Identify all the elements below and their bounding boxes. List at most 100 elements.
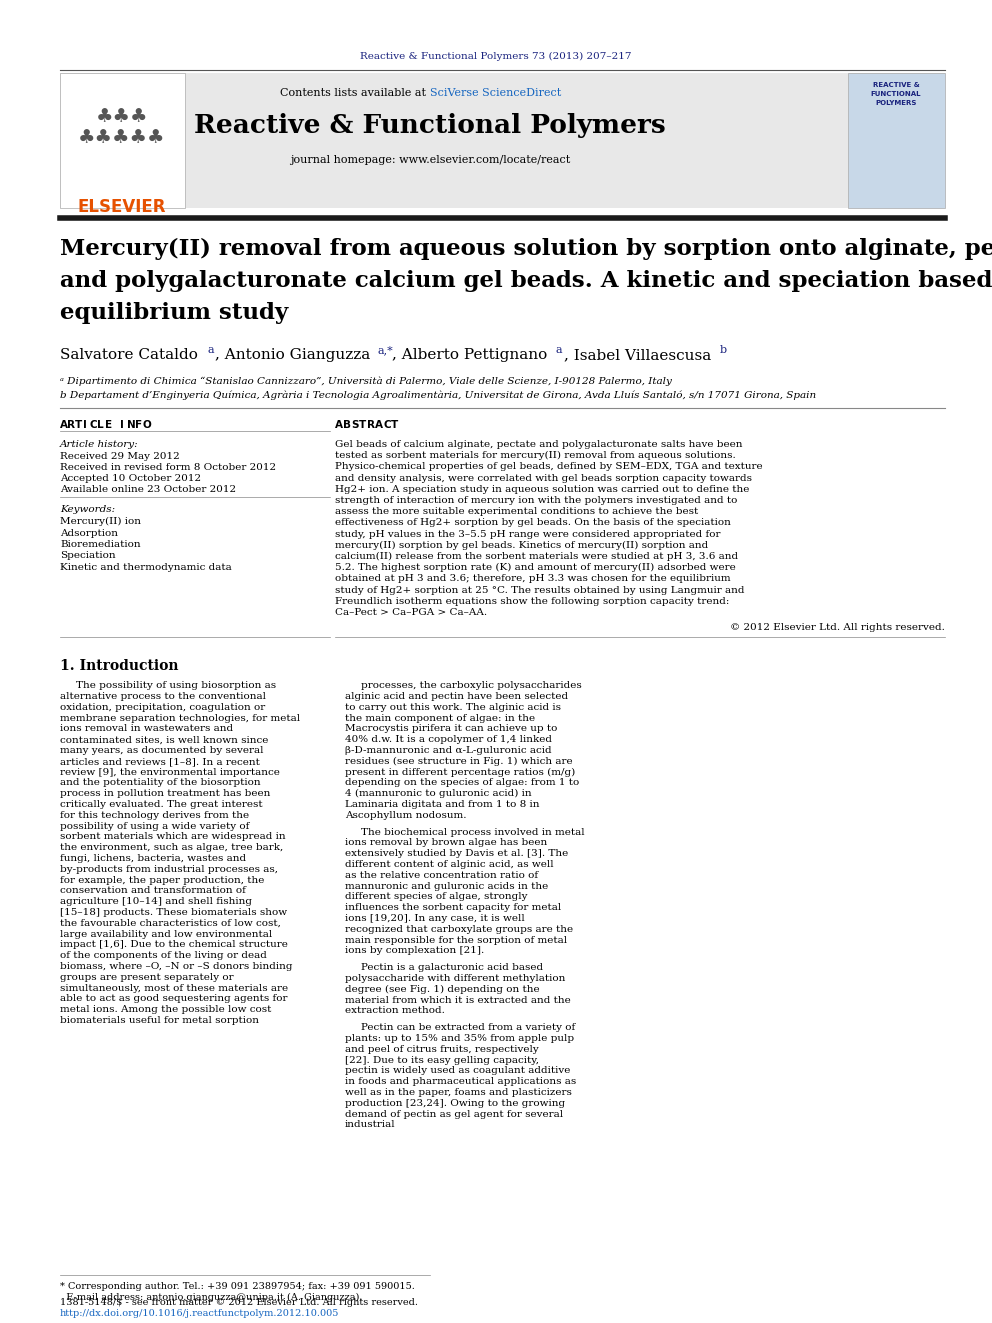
Text: as the relative concentration ratio of: as the relative concentration ratio of	[345, 871, 538, 880]
Text: different species of algae, strongly: different species of algae, strongly	[345, 893, 528, 901]
Text: able to act as good sequestering agents for: able to act as good sequestering agents …	[60, 995, 288, 1003]
Text: and the potentiality of the biosorption: and the potentiality of the biosorption	[60, 778, 261, 787]
Text: FUNCTIONAL: FUNCTIONAL	[871, 91, 922, 97]
Text: sorbent materials which are widespread in: sorbent materials which are widespread i…	[60, 832, 286, 841]
Text: β-D-mannuronic and α-L-guluronic acid: β-D-mannuronic and α-L-guluronic acid	[345, 746, 552, 755]
Text: calcium(II) release from the sorbent materials were studied at pH 3, 3.6 and: calcium(II) release from the sorbent mat…	[335, 552, 738, 561]
Text: Kinetic and thermodynamic data: Kinetic and thermodynamic data	[60, 564, 232, 572]
Text: demand of pectin as gel agent for several: demand of pectin as gel agent for severa…	[345, 1110, 563, 1119]
Text: 4 (mannuronic to guluronic acid) in: 4 (mannuronic to guluronic acid) in	[345, 790, 532, 798]
Text: articles and reviews [1–8]. In a recent: articles and reviews [1–8]. In a recent	[60, 757, 260, 766]
Text: different content of alginic acid, as well: different content of alginic acid, as we…	[345, 860, 554, 869]
Text: tested as sorbent materials for mercury(II) removal from aqueous solutions.: tested as sorbent materials for mercury(…	[335, 451, 736, 460]
Text: A: A	[335, 419, 343, 430]
Text: pectin is widely used as coagulant additive: pectin is widely used as coagulant addit…	[345, 1066, 570, 1076]
Text: * Corresponding author. Tel.: +39 091 23897954; fax: +39 091 590015.: * Corresponding author. Tel.: +39 091 23…	[60, 1282, 415, 1291]
Text: Gel beads of calcium alginate, pectate and polygalacturonate salts have been: Gel beads of calcium alginate, pectate a…	[335, 441, 742, 448]
Text: Reactive & Functional Polymers: Reactive & Functional Polymers	[194, 112, 666, 138]
Text: Pectin can be extracted from a variety of: Pectin can be extracted from a variety o…	[361, 1023, 575, 1032]
Text: The possibility of using biosorption as: The possibility of using biosorption as	[76, 681, 276, 691]
Text: the environment, such as algae, tree bark,: the environment, such as algae, tree bar…	[60, 843, 284, 852]
Text: process in pollution treatment has been: process in pollution treatment has been	[60, 790, 271, 798]
Text: effectiveness of Hg2+ sorption by gel beads. On the basis of the speciation: effectiveness of Hg2+ sorption by gel be…	[335, 519, 731, 528]
Text: assess the more suitable experimental conditions to achieve the best: assess the more suitable experimental co…	[335, 507, 698, 516]
Text: the main component of algae: in the: the main component of algae: in the	[345, 713, 535, 722]
Text: ♣♣♣
♣♣♣♣♣: ♣♣♣ ♣♣♣♣♣	[78, 108, 166, 147]
Text: Mercury(II) ion: Mercury(II) ion	[60, 517, 141, 527]
Text: E-mail address: antonio.gianguzza@unipa.it (A. Gianguzza).: E-mail address: antonio.gianguzza@unipa.…	[60, 1293, 362, 1302]
Text: I: I	[82, 419, 86, 430]
Text: obtained at pH 3 and 3.6; therefore, pH 3.3 was chosen for the equilibrium: obtained at pH 3 and 3.6; therefore, pH …	[335, 574, 731, 583]
Text: Available online 23 October 2012: Available online 23 October 2012	[60, 486, 236, 493]
Text: a,*: a,*	[377, 345, 393, 355]
Text: in foods and pharmaceutical applications as: in foods and pharmaceutical applications…	[345, 1077, 576, 1086]
Text: Laminaria digitata and from 1 to 8 in: Laminaria digitata and from 1 to 8 in	[345, 800, 540, 808]
Text: Article history:: Article history:	[60, 441, 139, 448]
Text: of the components of the living or dead: of the components of the living or dead	[60, 951, 267, 960]
Text: agriculture [10–14] and shell fishing: agriculture [10–14] and shell fishing	[60, 897, 252, 906]
Text: well as in the paper, foams and plasticizers: well as in the paper, foams and plastici…	[345, 1088, 571, 1097]
Text: Received in revised form 8 October 2012: Received in revised form 8 October 2012	[60, 463, 276, 472]
Text: production [23,24]. Owing to the growing: production [23,24]. Owing to the growing	[345, 1099, 565, 1107]
Text: by-products from industrial processes as,: by-products from industrial processes as…	[60, 865, 278, 873]
Text: Freundlich isotherm equations show the following sorption capacity trend:: Freundlich isotherm equations show the f…	[335, 597, 729, 606]
Text: Physico-chemical properties of gel beads, defined by SEM–EDX, TGA and texture: Physico-chemical properties of gel beads…	[335, 463, 763, 471]
Text: ions removal in wastewaters and: ions removal in wastewaters and	[60, 725, 233, 733]
Bar	[60, 73, 185, 208]
Text: processes, the carboxylic polysaccharides: processes, the carboxylic polysaccharide…	[361, 681, 581, 691]
Text: critically evaluated. The great interest: critically evaluated. The great interest	[60, 800, 263, 808]
Text: influences the sorbent capacity for metal: influences the sorbent capacity for meta…	[345, 904, 561, 912]
Text: Pectin is a galacturonic acid based: Pectin is a galacturonic acid based	[361, 963, 544, 972]
Text: equilibrium study: equilibrium study	[60, 302, 289, 324]
Text: b: b	[720, 345, 727, 355]
Text: Adsorption: Adsorption	[60, 528, 118, 537]
Text: C: C	[383, 419, 391, 430]
Text: degree (see Fig. 1) depending on the: degree (see Fig. 1) depending on the	[345, 984, 540, 994]
Text: to carry out this work. The alginic acid is: to carry out this work. The alginic acid…	[345, 703, 561, 712]
Text: F: F	[135, 419, 142, 430]
Text: residues (see structure in Fig. 1) which are: residues (see structure in Fig. 1) which…	[345, 757, 572, 766]
Text: E: E	[105, 419, 112, 430]
Text: study of Hg2+ sorption at 25 °C. The results obtained by using Langmuir and: study of Hg2+ sorption at 25 °C. The res…	[335, 586, 745, 594]
Text: study, pH values in the 3–5.5 pH range were considered appropriated for: study, pH values in the 3–5.5 pH range w…	[335, 529, 720, 538]
Text: B: B	[343, 419, 351, 430]
Text: O: O	[143, 419, 151, 430]
Text: fungi, lichens, bacteria, wastes and: fungi, lichens, bacteria, wastes and	[60, 855, 246, 863]
Text: http://dx.doi.org/10.1016/j.reactfunctpolym.2012.10.005: http://dx.doi.org/10.1016/j.reactfunctpo…	[60, 1308, 339, 1318]
Text: a: a	[556, 345, 562, 355]
Text: , Isabel Villaescusa: , Isabel Villaescusa	[564, 348, 711, 363]
Text: possibility of using a wide variety of: possibility of using a wide variety of	[60, 822, 249, 831]
Text: [15–18] products. These biomaterials show: [15–18] products. These biomaterials sho…	[60, 908, 287, 917]
Text: biomaterials useful for metal sorption: biomaterials useful for metal sorption	[60, 1016, 259, 1025]
Text: extensively studied by Davis et al. [3]. The: extensively studied by Davis et al. [3].…	[345, 849, 568, 859]
Text: Bioremediation: Bioremediation	[60, 540, 141, 549]
Text: the favourable characteristics of low cost,: the favourable characteristics of low co…	[60, 918, 281, 927]
Text: Keywords:: Keywords:	[60, 505, 115, 515]
Text: review [9], the environmental importance: review [9], the environmental importance	[60, 767, 280, 777]
Text: , Alberto Pettignano: , Alberto Pettignano	[392, 348, 548, 363]
Text: Hg2+ ion. A speciation study in aqueous solution was carried out to define the: Hg2+ ion. A speciation study in aqueous …	[335, 484, 749, 493]
Bar	[60, 73, 945, 208]
Text: impact [1,6]. Due to the chemical structure: impact [1,6]. Due to the chemical struct…	[60, 941, 288, 950]
Text: main responsible for the sorption of metal: main responsible for the sorption of met…	[345, 935, 567, 945]
Text: for example, the paper production, the: for example, the paper production, the	[60, 876, 265, 885]
Text: ions by complexation [21].: ions by complexation [21].	[345, 946, 484, 955]
Text: Mercury(II) removal from aqueous solution by sorption onto alginate, pectate: Mercury(II) removal from aqueous solutio…	[60, 238, 992, 261]
Text: extraction method.: extraction method.	[345, 1007, 444, 1015]
Text: T: T	[391, 419, 398, 430]
Text: simultaneously, most of these materials are: simultaneously, most of these materials …	[60, 983, 288, 992]
Text: 5.2. The highest sorption rate (K) and amount of mercury(II) adsorbed were: 5.2. The highest sorption rate (K) and a…	[335, 564, 736, 573]
Text: Reactive & Functional Polymers 73 (2013) 207–217: Reactive & Functional Polymers 73 (2013)…	[360, 52, 632, 61]
Text: mannuronic and guluronic acids in the: mannuronic and guluronic acids in the	[345, 881, 549, 890]
Text: A: A	[60, 419, 68, 430]
Text: S: S	[351, 419, 358, 430]
Text: ions removal by brown algae has been: ions removal by brown algae has been	[345, 839, 548, 848]
Text: groups are present separately or: groups are present separately or	[60, 972, 234, 982]
Text: oxidation, precipitation, coagulation or: oxidation, precipitation, coagulation or	[60, 703, 265, 712]
Text: mercury(II) sorption by gel beads. Kinetics of mercury(II) sorption and: mercury(II) sorption by gel beads. Kinet…	[335, 541, 708, 550]
Text: Accepted 10 October 2012: Accepted 10 October 2012	[60, 474, 201, 483]
Text: POLYMERS: POLYMERS	[875, 101, 917, 106]
Text: conservation and transformation of: conservation and transformation of	[60, 886, 246, 896]
Text: ELSEVIER: ELSEVIER	[77, 198, 167, 216]
Text: strength of interaction of mercury ion with the polymers investigated and to: strength of interaction of mercury ion w…	[335, 496, 737, 505]
